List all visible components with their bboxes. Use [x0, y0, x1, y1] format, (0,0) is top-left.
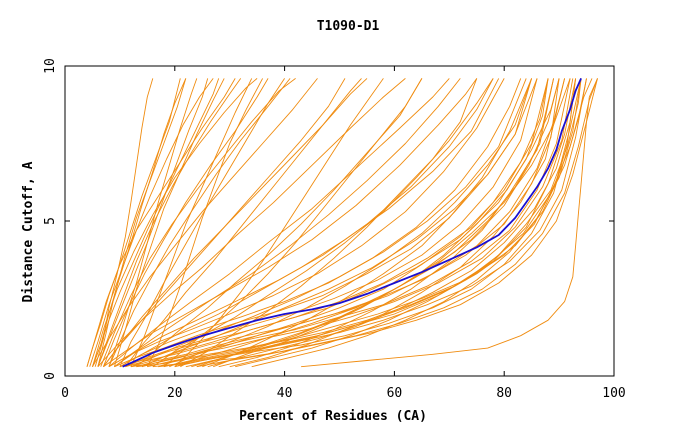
series-line-48 [136, 78, 423, 368]
series-line-56 [103, 78, 346, 367]
series-line-25 [141, 78, 574, 368]
series-line-36 [130, 78, 253, 367]
series-line-14 [103, 78, 478, 368]
series-line-5 [86, 78, 236, 367]
series-line-3 [89, 78, 214, 367]
series-line-29 [163, 78, 587, 368]
series-line-44 [108, 78, 198, 367]
series-line-46 [119, 78, 285, 367]
x-tick-label: 0 [61, 386, 69, 401]
plot-lines [86, 78, 598, 368]
series-line-2 [92, 78, 187, 367]
x-tick-label: 60 [387, 386, 403, 401]
series-line-37 [113, 78, 225, 367]
y-tick-label: 5 [43, 217, 58, 225]
series-line-50 [169, 78, 533, 368]
x-ticks: 0 20 40 60 80 100 [61, 66, 626, 401]
series-line-9 [100, 78, 296, 367]
series-line-63 [207, 78, 577, 368]
series-line-31 [158, 78, 577, 368]
x-tick-label: 80 [496, 386, 512, 401]
x-axis-label: Percent of Residues (CA) [239, 409, 427, 424]
series-line-40 [180, 78, 478, 368]
series-line-19 [125, 78, 538, 368]
series-line-15 [114, 78, 494, 368]
series-line-66 [196, 78, 560, 368]
y-axis-label: Distance Cutoff, A [21, 161, 36, 302]
x-tick-label: 100 [602, 386, 625, 401]
series-line-47 [125, 78, 362, 367]
series-line-8 [108, 78, 291, 367]
x-tick-label: 20 [167, 386, 183, 401]
highlight-series-line [122, 78, 582, 368]
x-tick-label: 40 [277, 386, 293, 401]
series-line-23 [136, 78, 566, 368]
series-line-58 [86, 78, 181, 367]
series-line-12 [97, 78, 406, 367]
series-line-62 [251, 78, 582, 368]
series-line-16 [108, 78, 505, 368]
series-line-55 [114, 78, 461, 368]
series-line-59 [97, 78, 209, 367]
series-line-54 [119, 78, 500, 368]
series-line-42 [218, 78, 555, 368]
y-ticks: 0 5 10 [43, 58, 614, 380]
series-line-39 [163, 78, 423, 368]
series-line-30 [174, 78, 593, 368]
chart-title: T1090-D1 [317, 19, 380, 34]
y-tick-label: 0 [43, 372, 58, 380]
series-line-52 [141, 78, 538, 368]
series-line-17 [119, 78, 522, 368]
series-line-65 [158, 78, 549, 368]
series-line-33 [196, 78, 598, 368]
series-line-13 [108, 78, 450, 368]
y-tick-label: 10 [43, 58, 58, 74]
series-line-38 [174, 78, 384, 368]
series-line-34 [301, 78, 598, 368]
series-line-43 [229, 78, 566, 368]
series-line-57 [92, 78, 220, 367]
series-line-4 [97, 78, 242, 367]
series-line-10 [92, 78, 318, 367]
series-line-61 [235, 78, 582, 368]
series-line-53 [130, 78, 527, 368]
